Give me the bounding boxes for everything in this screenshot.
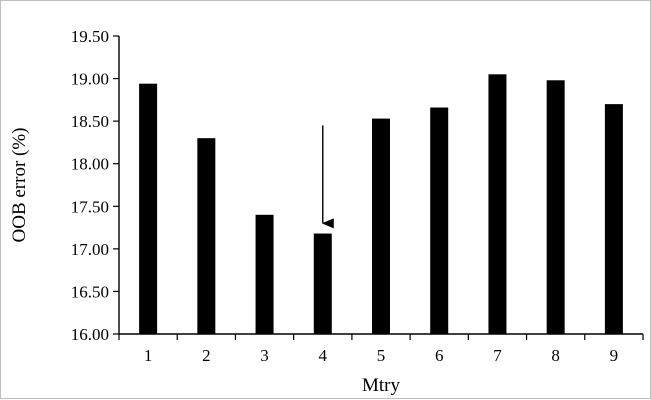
bar-mtry-4	[313, 233, 332, 334]
y-tick-label: 18.50	[71, 112, 109, 131]
y-tick-label: 17.00	[71, 240, 109, 259]
x-tick-label: 4	[319, 346, 328, 365]
x-tick-label: 3	[260, 346, 269, 365]
bar-mtry-6	[430, 107, 449, 335]
x-tick-label: 9	[610, 346, 619, 365]
bars	[139, 74, 623, 335]
y-axis-ticks: 16.00 16.50 17.00 17.50 18.00 18.50 19.00 19.50	[71, 27, 119, 344]
y-tick-label: 19.00	[71, 70, 109, 89]
bar-mtry-5	[372, 118, 390, 335]
x-tick-label: 5	[377, 346, 386, 365]
y-tick-label: 17.50	[71, 197, 109, 216]
y-tick-label: 16.00	[71, 325, 109, 344]
bar-mtry-9	[604, 104, 623, 334]
x-tick-label: 8	[551, 346, 560, 365]
bar-mtry-3	[255, 214, 274, 334]
y-axis-title: OOB error (%)	[9, 127, 30, 242]
y-tick-label: 19.50	[71, 27, 109, 46]
y-tick-label: 16.50	[71, 282, 109, 301]
x-tick-label: 7	[493, 346, 502, 365]
x-tick-label: 1	[144, 346, 153, 365]
bar-mtry-7	[488, 74, 507, 335]
y-tick-label: 18.00	[71, 155, 109, 174]
x-tick-label: 6	[435, 346, 444, 365]
x-axis-ticks: 1 2 3 4 5 6 7 8 9	[118, 334, 644, 365]
bar-mtry-1	[139, 83, 158, 335]
bar-mtry-2	[197, 138, 216, 334]
bar-mtry-8	[546, 80, 565, 334]
x-tick-label: 2	[202, 346, 211, 365]
x-axis-title: Mtry	[362, 375, 401, 396]
